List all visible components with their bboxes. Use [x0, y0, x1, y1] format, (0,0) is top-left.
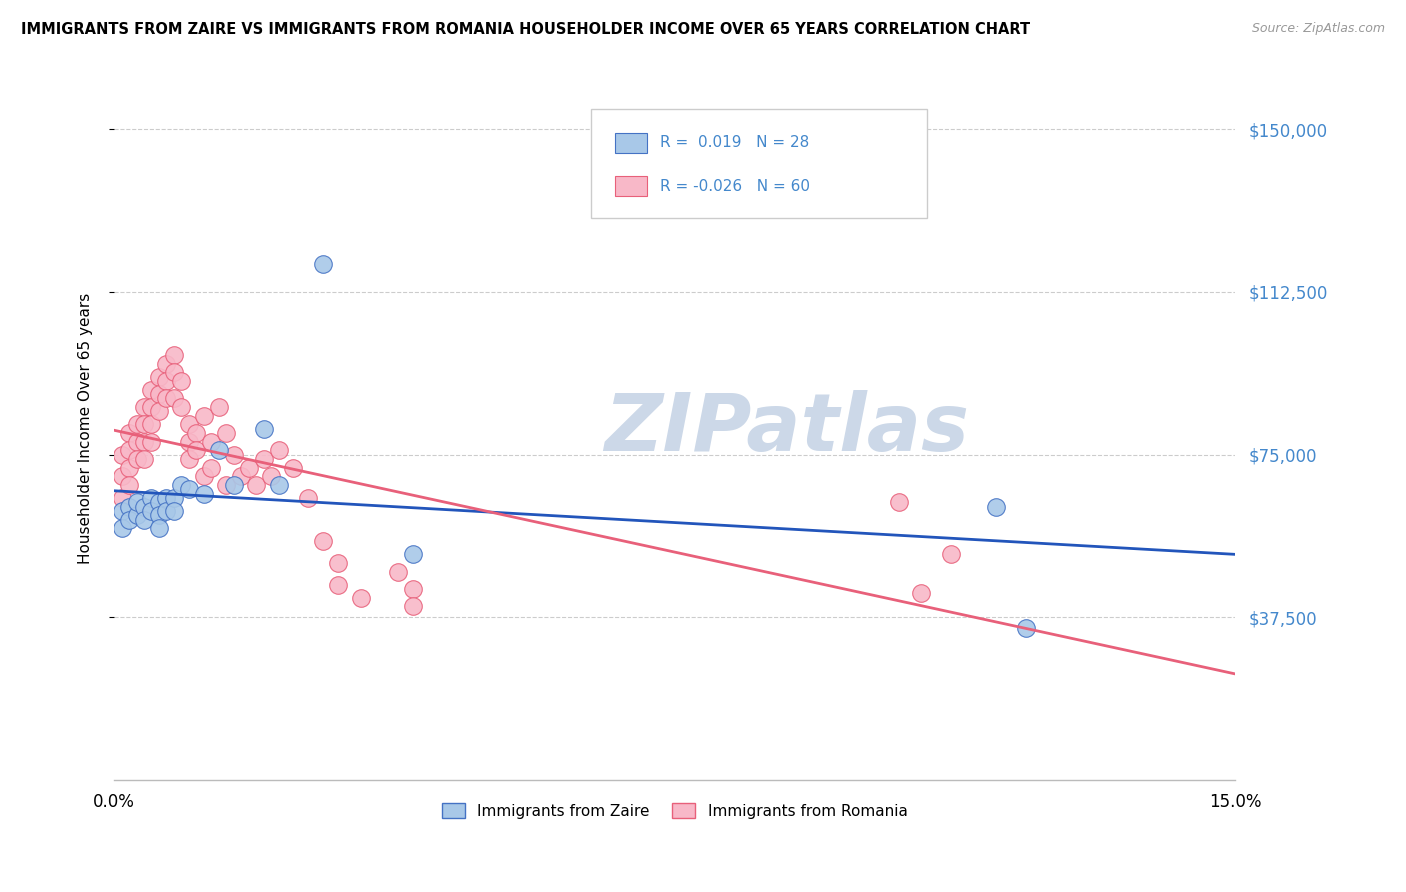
Point	[118, 478, 141, 492]
Point	[132, 434, 155, 449]
Point	[177, 434, 200, 449]
Point	[141, 383, 163, 397]
Point	[155, 504, 177, 518]
Point	[887, 495, 910, 509]
Point	[252, 451, 274, 466]
Point	[155, 491, 177, 505]
Point	[141, 400, 163, 414]
Point	[177, 417, 200, 432]
Point	[402, 547, 425, 561]
Point	[110, 521, 132, 535]
Point	[148, 521, 170, 535]
Point	[125, 451, 148, 466]
Point	[125, 417, 148, 432]
Point	[245, 478, 267, 492]
Point	[267, 478, 290, 492]
Point	[231, 469, 253, 483]
Point	[350, 591, 373, 605]
Point	[125, 495, 148, 509]
Point	[148, 508, 170, 523]
Y-axis label: Householder Income Over 65 years: Householder Income Over 65 years	[79, 293, 93, 564]
Point	[163, 504, 186, 518]
Point	[186, 443, 208, 458]
Point	[141, 504, 163, 518]
Point	[148, 495, 170, 509]
Point	[208, 400, 231, 414]
Point	[163, 391, 186, 405]
Text: ZIPatlas: ZIPatlas	[605, 390, 969, 467]
Point	[155, 391, 177, 405]
Text: R = -0.026   N = 60: R = -0.026 N = 60	[659, 178, 810, 194]
Point	[312, 257, 335, 271]
Point	[132, 417, 155, 432]
Point	[110, 448, 132, 462]
Point	[200, 434, 222, 449]
Point	[193, 486, 215, 500]
Point	[141, 434, 163, 449]
Point	[238, 460, 260, 475]
Point	[170, 400, 193, 414]
Point	[118, 460, 141, 475]
FancyBboxPatch shape	[591, 109, 927, 218]
Point	[910, 586, 932, 600]
Point	[267, 443, 290, 458]
Point	[252, 421, 274, 435]
Point	[387, 565, 409, 579]
Point	[155, 374, 177, 388]
Point	[132, 500, 155, 514]
Point	[215, 425, 238, 440]
Point	[118, 512, 141, 526]
Point	[177, 482, 200, 496]
Point	[186, 425, 208, 440]
Text: IMMIGRANTS FROM ZAIRE VS IMMIGRANTS FROM ROMANIA HOUSEHOLDER INCOME OVER 65 YEAR: IMMIGRANTS FROM ZAIRE VS IMMIGRANTS FROM…	[21, 22, 1031, 37]
Point	[148, 369, 170, 384]
Point	[208, 443, 231, 458]
Point	[222, 448, 245, 462]
Point	[118, 443, 141, 458]
Legend: Immigrants from Zaire, Immigrants from Romania: Immigrants from Zaire, Immigrants from R…	[436, 797, 914, 824]
Point	[141, 417, 163, 432]
Point	[402, 599, 425, 614]
Point	[118, 425, 141, 440]
Point	[118, 500, 141, 514]
Point	[163, 491, 186, 505]
Point	[163, 365, 186, 379]
Point	[984, 500, 1007, 514]
Point	[132, 512, 155, 526]
Point	[312, 534, 335, 549]
Point	[177, 451, 200, 466]
Point	[125, 508, 148, 523]
Point	[328, 577, 350, 591]
Point	[297, 491, 319, 505]
FancyBboxPatch shape	[616, 133, 647, 153]
Point	[141, 491, 163, 505]
Point	[283, 460, 305, 475]
Text: Source: ZipAtlas.com: Source: ZipAtlas.com	[1251, 22, 1385, 36]
Text: R =  0.019   N = 28: R = 0.019 N = 28	[659, 136, 810, 150]
Point	[222, 478, 245, 492]
Point	[148, 387, 170, 401]
Point	[1015, 621, 1038, 635]
Point	[941, 547, 963, 561]
Point	[215, 478, 238, 492]
Point	[110, 469, 132, 483]
Point	[170, 478, 193, 492]
Point	[125, 434, 148, 449]
Point	[163, 348, 186, 362]
Point	[132, 451, 155, 466]
Point	[110, 491, 132, 505]
Point	[155, 357, 177, 371]
FancyBboxPatch shape	[616, 177, 647, 196]
Point	[148, 404, 170, 418]
Point	[132, 400, 155, 414]
Point	[193, 469, 215, 483]
Point	[260, 469, 283, 483]
Point	[170, 374, 193, 388]
Point	[402, 582, 425, 596]
Point	[328, 556, 350, 570]
Point	[200, 460, 222, 475]
Point	[110, 504, 132, 518]
Point	[193, 409, 215, 423]
